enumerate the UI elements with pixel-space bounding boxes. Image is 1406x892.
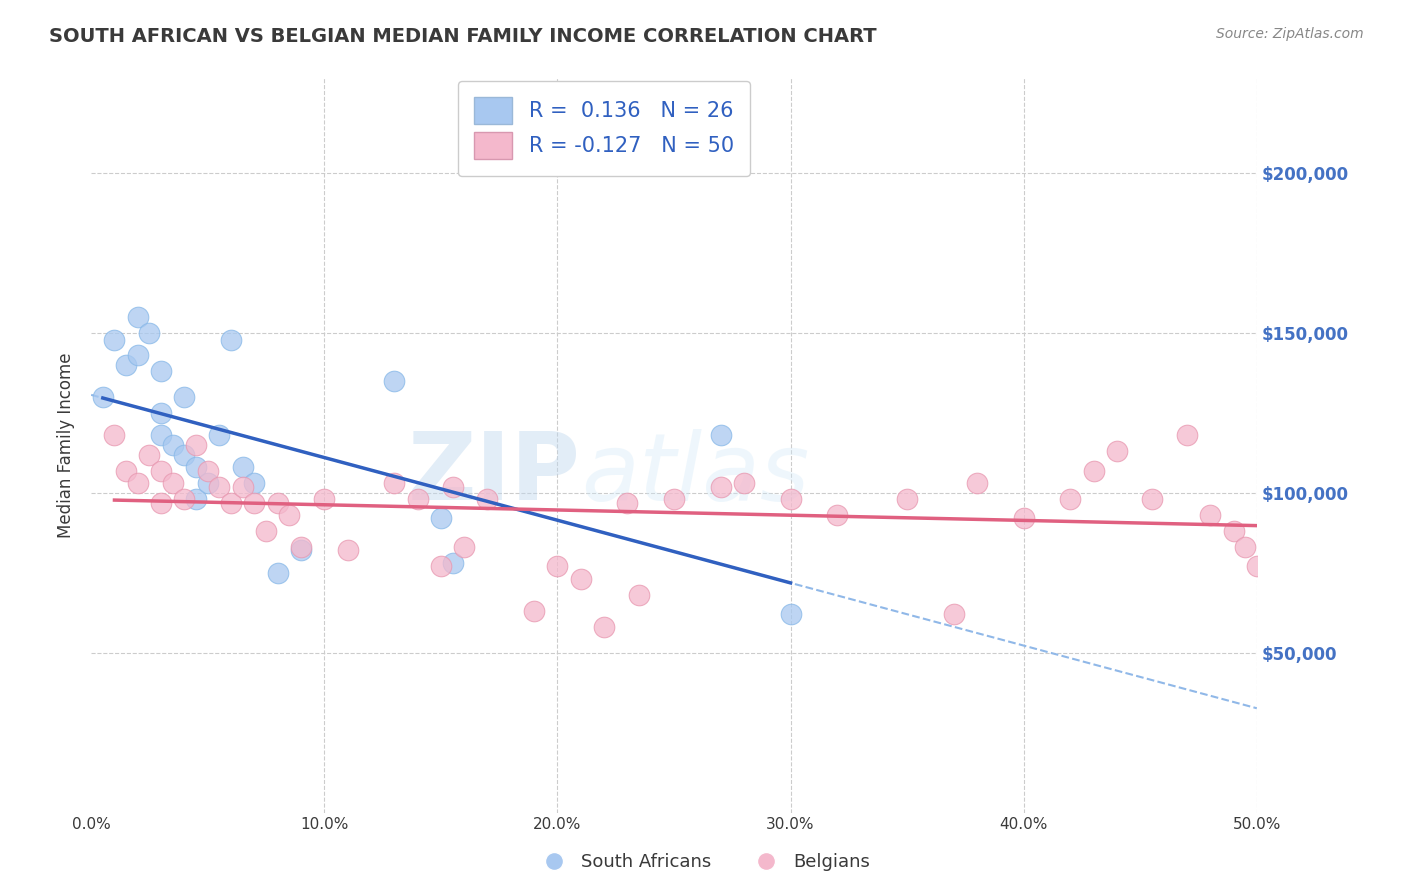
Point bbox=[382, 476, 405, 491]
Point bbox=[569, 572, 592, 586]
Point bbox=[616, 495, 638, 509]
Point bbox=[477, 492, 499, 507]
Text: Source: ZipAtlas.com: Source: ZipAtlas.com bbox=[1216, 27, 1364, 41]
Point bbox=[127, 310, 149, 325]
Point bbox=[1199, 508, 1222, 523]
Point bbox=[779, 492, 801, 507]
Point bbox=[1246, 559, 1268, 574]
Point bbox=[208, 479, 231, 493]
Point bbox=[1140, 492, 1163, 507]
Point bbox=[662, 492, 685, 507]
Point bbox=[1234, 541, 1257, 555]
Point bbox=[197, 476, 219, 491]
Point bbox=[127, 349, 149, 363]
Point bbox=[430, 511, 453, 525]
Point bbox=[162, 438, 184, 452]
Point bbox=[150, 406, 173, 420]
Point bbox=[254, 524, 277, 539]
Point bbox=[406, 492, 429, 507]
Point bbox=[115, 358, 138, 372]
Point bbox=[184, 438, 207, 452]
Point bbox=[184, 460, 207, 475]
Point bbox=[103, 428, 125, 442]
Point bbox=[1012, 511, 1035, 525]
Point bbox=[243, 476, 266, 491]
Point bbox=[1222, 524, 1244, 539]
Text: atlas: atlas bbox=[581, 429, 808, 520]
Point bbox=[127, 476, 149, 491]
Point bbox=[266, 495, 288, 509]
Point bbox=[733, 476, 755, 491]
Legend: South Africans, Belgians: South Africans, Belgians bbox=[529, 847, 877, 879]
Point bbox=[627, 588, 650, 602]
Point bbox=[290, 543, 312, 558]
Point bbox=[1059, 492, 1081, 507]
Point bbox=[103, 333, 125, 347]
Point bbox=[162, 476, 184, 491]
Point bbox=[523, 604, 546, 618]
Point bbox=[138, 326, 160, 340]
Point bbox=[219, 495, 242, 509]
Point bbox=[290, 541, 312, 555]
Point bbox=[150, 428, 173, 442]
Point bbox=[197, 464, 219, 478]
Point bbox=[966, 476, 988, 491]
Point bbox=[382, 374, 405, 388]
Y-axis label: Median Family Income: Median Family Income bbox=[58, 352, 75, 538]
Point bbox=[138, 448, 160, 462]
Point bbox=[441, 479, 464, 493]
Point bbox=[150, 464, 173, 478]
Legend: R =  0.136   N = 26, R = -0.127   N = 50: R = 0.136 N = 26, R = -0.127 N = 50 bbox=[458, 80, 751, 176]
Point bbox=[232, 460, 254, 475]
Point bbox=[150, 364, 173, 378]
Point bbox=[232, 479, 254, 493]
Point bbox=[266, 566, 288, 580]
Point bbox=[896, 492, 918, 507]
Point bbox=[593, 620, 616, 634]
Point bbox=[278, 508, 301, 523]
Point bbox=[1175, 428, 1198, 442]
Point bbox=[441, 556, 464, 570]
Point bbox=[91, 390, 114, 404]
Point bbox=[173, 492, 195, 507]
Point bbox=[453, 541, 475, 555]
Point bbox=[430, 559, 453, 574]
Point bbox=[1105, 444, 1128, 458]
Point bbox=[173, 390, 195, 404]
Point bbox=[710, 428, 733, 442]
Point bbox=[173, 448, 195, 462]
Point bbox=[219, 333, 242, 347]
Point bbox=[208, 428, 231, 442]
Point bbox=[825, 508, 848, 523]
Point bbox=[942, 607, 965, 622]
Point bbox=[1083, 464, 1105, 478]
Point bbox=[336, 543, 359, 558]
Point bbox=[243, 495, 266, 509]
Point bbox=[710, 479, 733, 493]
Text: ZIP: ZIP bbox=[408, 428, 581, 520]
Point bbox=[779, 607, 801, 622]
Point bbox=[150, 495, 173, 509]
Text: SOUTH AFRICAN VS BELGIAN MEDIAN FAMILY INCOME CORRELATION CHART: SOUTH AFRICAN VS BELGIAN MEDIAN FAMILY I… bbox=[49, 27, 877, 45]
Point bbox=[184, 492, 207, 507]
Point bbox=[314, 492, 336, 507]
Point bbox=[115, 464, 138, 478]
Point bbox=[546, 559, 568, 574]
